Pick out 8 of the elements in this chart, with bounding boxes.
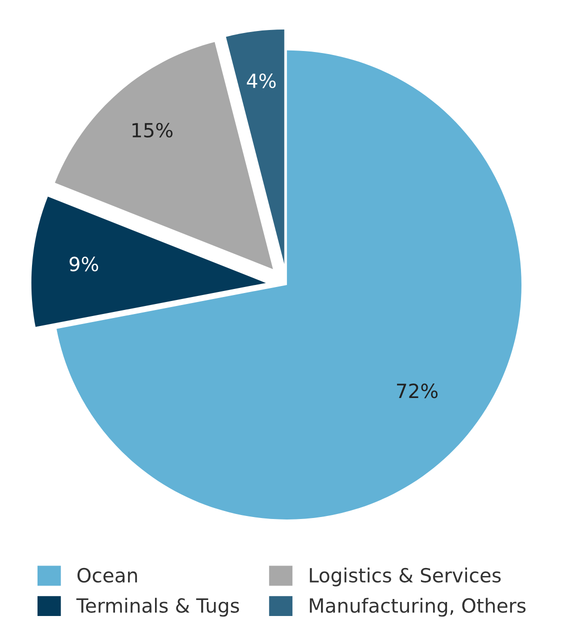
- data-label: 9%: [70, 256, 98, 272]
- legend-label: Manufacturing, Others: [310, 598, 526, 617]
- data-label: 4%: [246, 73, 276, 88]
- legend-label: Terminals & Tugs: [76, 598, 240, 617]
- legend-label: Logistics & Services: [310, 568, 501, 586]
- data-label: 72%: [397, 384, 438, 398]
- legend-label: Ocean: [77, 568, 137, 583]
- data-label: 15%: [132, 122, 173, 138]
